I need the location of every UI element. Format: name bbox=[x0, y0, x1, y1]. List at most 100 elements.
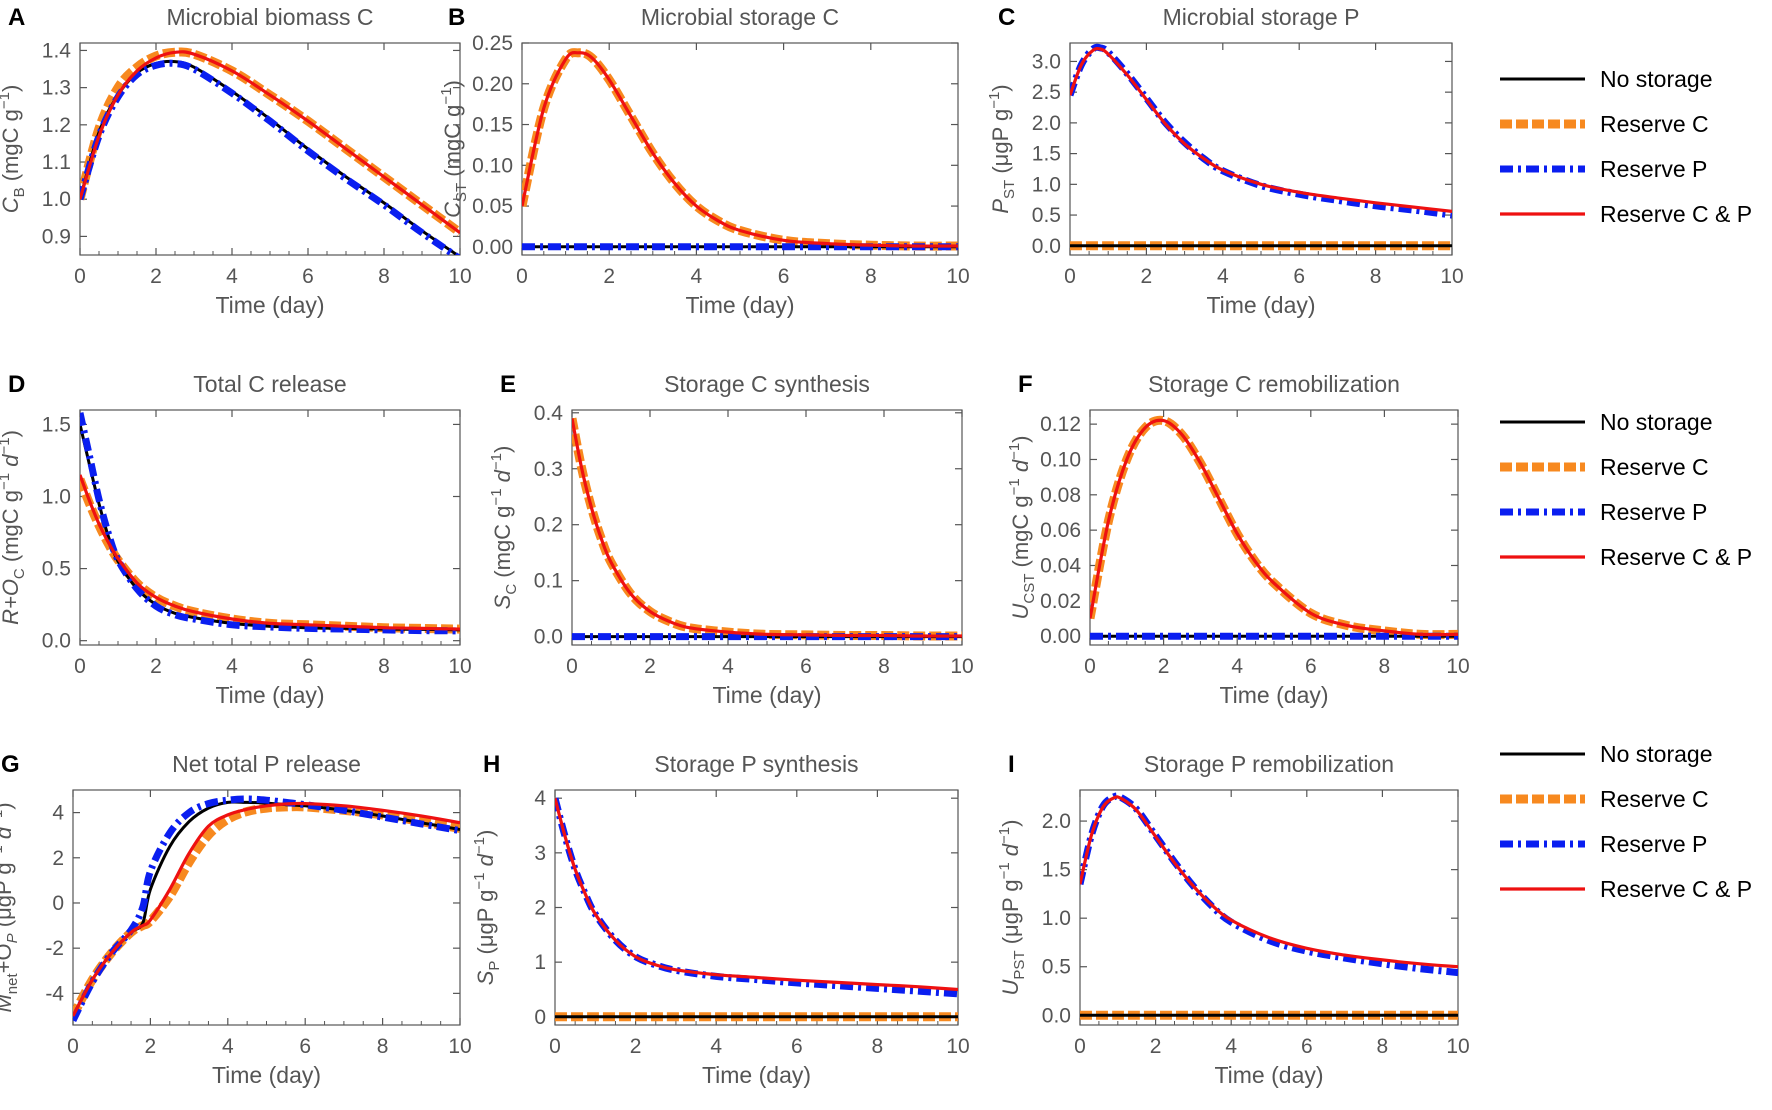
x-tick-label: 2 bbox=[1158, 655, 1170, 678]
legend-row-1: No storage Reserve C Reserve P Reserve C & … bbox=[1500, 66, 1752, 227]
series-line-reserve-c bbox=[522, 48, 958, 251]
series-line-reserve-c bbox=[572, 417, 962, 641]
series-group bbox=[73, 795, 460, 1023]
y-tick-label: 3 bbox=[534, 842, 546, 865]
x-tick-label: 0 bbox=[566, 655, 578, 678]
legend-label: Reserve C & P bbox=[1600, 544, 1752, 570]
series-line-reserve-p bbox=[1080, 792, 1458, 977]
y-tick-label: 0.00 bbox=[1040, 625, 1081, 648]
y-axis-label: Mnet+OP (μgP g−1 d−1) bbox=[0, 802, 21, 1012]
x-tick-label: 4 bbox=[1225, 1035, 1237, 1058]
series-line-reserve-c bbox=[80, 47, 460, 237]
legend-label: Reserve C & P bbox=[1600, 201, 1752, 227]
y-tick-label: 0.0 bbox=[1042, 1004, 1071, 1027]
legend-label: No storage bbox=[1600, 66, 1713, 92]
y-tick-label: 0.10 bbox=[472, 154, 513, 177]
y-tick-label: 1.0 bbox=[42, 486, 71, 509]
series-line-reserve-c-p bbox=[555, 797, 958, 992]
y-tick-label: 0.02 bbox=[1040, 590, 1081, 613]
y-tick-label: 0.4 bbox=[534, 402, 564, 425]
y-tick-label: 4 bbox=[52, 802, 64, 825]
x-axis-label: Time (day) bbox=[685, 292, 794, 318]
plot-frame bbox=[521, 42, 959, 256]
x-tick-label: 10 bbox=[448, 655, 471, 678]
x-tick-label: 6 bbox=[302, 655, 314, 678]
y-tick-label: 0 bbox=[52, 892, 64, 915]
plot-frame bbox=[1079, 789, 1459, 1026]
y-tick-label: 2.5 bbox=[1032, 81, 1061, 104]
series-line-reserve-c-p bbox=[80, 50, 460, 234]
panel-i: 0 2 4 6 8 10 Time (day) 0.0 0.5 1.0 1.5 2.0 UPST (μg… bbox=[996, 751, 1470, 1088]
y-tick-label: 4 bbox=[534, 787, 546, 810]
panel-letter: H bbox=[483, 751, 500, 778]
x-tick-label: 0 bbox=[74, 655, 86, 678]
y-tick-label: 0.9 bbox=[42, 225, 71, 248]
x-tick-label: 10 bbox=[946, 1035, 969, 1058]
y-tick-label: 0.1 bbox=[534, 570, 563, 593]
x-tick-label: 0 bbox=[1074, 1035, 1086, 1058]
x-tick-label: 6 bbox=[791, 1035, 803, 1058]
y-axis-label: UPST (μgP g−1 d−1) bbox=[996, 820, 1028, 996]
x-tick-label: 6 bbox=[299, 1035, 311, 1058]
panel-a: 0 2 4 6 8 10 Time (day) 0.9 1.0 1.1 1.2 1.3 1.4 CB (m… bbox=[0, 4, 472, 318]
panel-title: Microbial storage C bbox=[641, 4, 839, 30]
legend-label: No storage bbox=[1600, 409, 1713, 435]
panel-letter: I bbox=[1008, 751, 1015, 778]
x-tick-label: 10 bbox=[448, 1035, 471, 1058]
y-tick-label: 0.05 bbox=[472, 195, 513, 218]
series-line-reserve-c bbox=[1090, 415, 1458, 640]
x-axis-label: Time (day) bbox=[702, 1062, 811, 1088]
y-tick-label: 1.0 bbox=[42, 188, 71, 211]
series-line-reserve-c-p bbox=[572, 418, 962, 638]
x-tick-label: 6 bbox=[1293, 265, 1305, 288]
y-tick-label: 0.0 bbox=[42, 630, 71, 653]
x-tick-label: 8 bbox=[378, 265, 390, 288]
x-tick-label: 0 bbox=[67, 1035, 79, 1058]
series-line-reserve-c bbox=[73, 802, 460, 1019]
legend-label: Reserve P bbox=[1600, 499, 1707, 525]
y-tick-label: 0.15 bbox=[472, 114, 513, 137]
x-tick-label: 4 bbox=[722, 655, 734, 678]
y-tick-label: 0.00 bbox=[472, 236, 513, 259]
y-tick-label: 3.0 bbox=[1032, 50, 1061, 73]
x-tick-label: 6 bbox=[778, 265, 790, 288]
y-tick-label: 1.5 bbox=[1042, 859, 1071, 882]
y-axis-label: CB (mgC g−1) bbox=[0, 85, 28, 214]
series-group bbox=[522, 48, 958, 251]
x-axis-label: Time (day) bbox=[215, 292, 324, 318]
x-tick-label: 8 bbox=[878, 655, 890, 678]
y-tick-label: 0.20 bbox=[472, 73, 513, 96]
series-line-reserve-c-p bbox=[80, 474, 460, 631]
x-tick-label: 4 bbox=[1231, 655, 1243, 678]
series-line-reserve-p bbox=[555, 797, 958, 998]
x-axis-label: Time (day) bbox=[212, 1062, 321, 1088]
plot-frame bbox=[571, 409, 963, 646]
x-tick-label: 0 bbox=[1064, 265, 1076, 288]
series-line-reserve-p bbox=[1070, 43, 1452, 219]
x-tick-label: 8 bbox=[377, 1035, 389, 1058]
panel-h: 0 2 4 6 8 10 Time (day) 0 1 2 3 4 SP (μgP g−1 d−1) St… bbox=[471, 751, 970, 1088]
y-axis-label: UCST (mgC g−1 d−1) bbox=[1006, 435, 1038, 619]
y-axis-label: R+OC (mgC g−1 d−1) bbox=[0, 430, 28, 625]
x-tick-label: 8 bbox=[1377, 1035, 1389, 1058]
legend-label: Reserve C bbox=[1600, 111, 1709, 137]
x-tick-label: 0 bbox=[74, 265, 86, 288]
y-axis-label: CST (mgC g−1) bbox=[438, 80, 470, 218]
panel-f: 0 2 4 6 8 10 Time (day) 0.00 0.02 0.04 0.06 0.08 0.1… bbox=[1006, 371, 1470, 708]
series-group bbox=[1090, 415, 1458, 640]
x-tick-label: 0 bbox=[516, 265, 528, 288]
y-axis-label: SP (μgP g−1 d−1) bbox=[471, 830, 503, 986]
series-line-reserve-c-p bbox=[1090, 418, 1458, 637]
panel-letter: D bbox=[8, 371, 25, 398]
series-group bbox=[572, 417, 962, 641]
y-axis-label: SC (mgC g−1 d−1) bbox=[488, 446, 520, 610]
panel-letter: E bbox=[500, 371, 516, 398]
x-tick-label: 2 bbox=[644, 655, 656, 678]
legend-label: No storage bbox=[1600, 741, 1713, 767]
series-line-no-storage bbox=[80, 424, 460, 632]
y-tick-label: 1.2 bbox=[42, 114, 71, 137]
plot-frame bbox=[72, 789, 461, 1026]
y-tick-label: 0.3 bbox=[534, 458, 563, 481]
x-tick-label: 10 bbox=[1446, 655, 1469, 678]
